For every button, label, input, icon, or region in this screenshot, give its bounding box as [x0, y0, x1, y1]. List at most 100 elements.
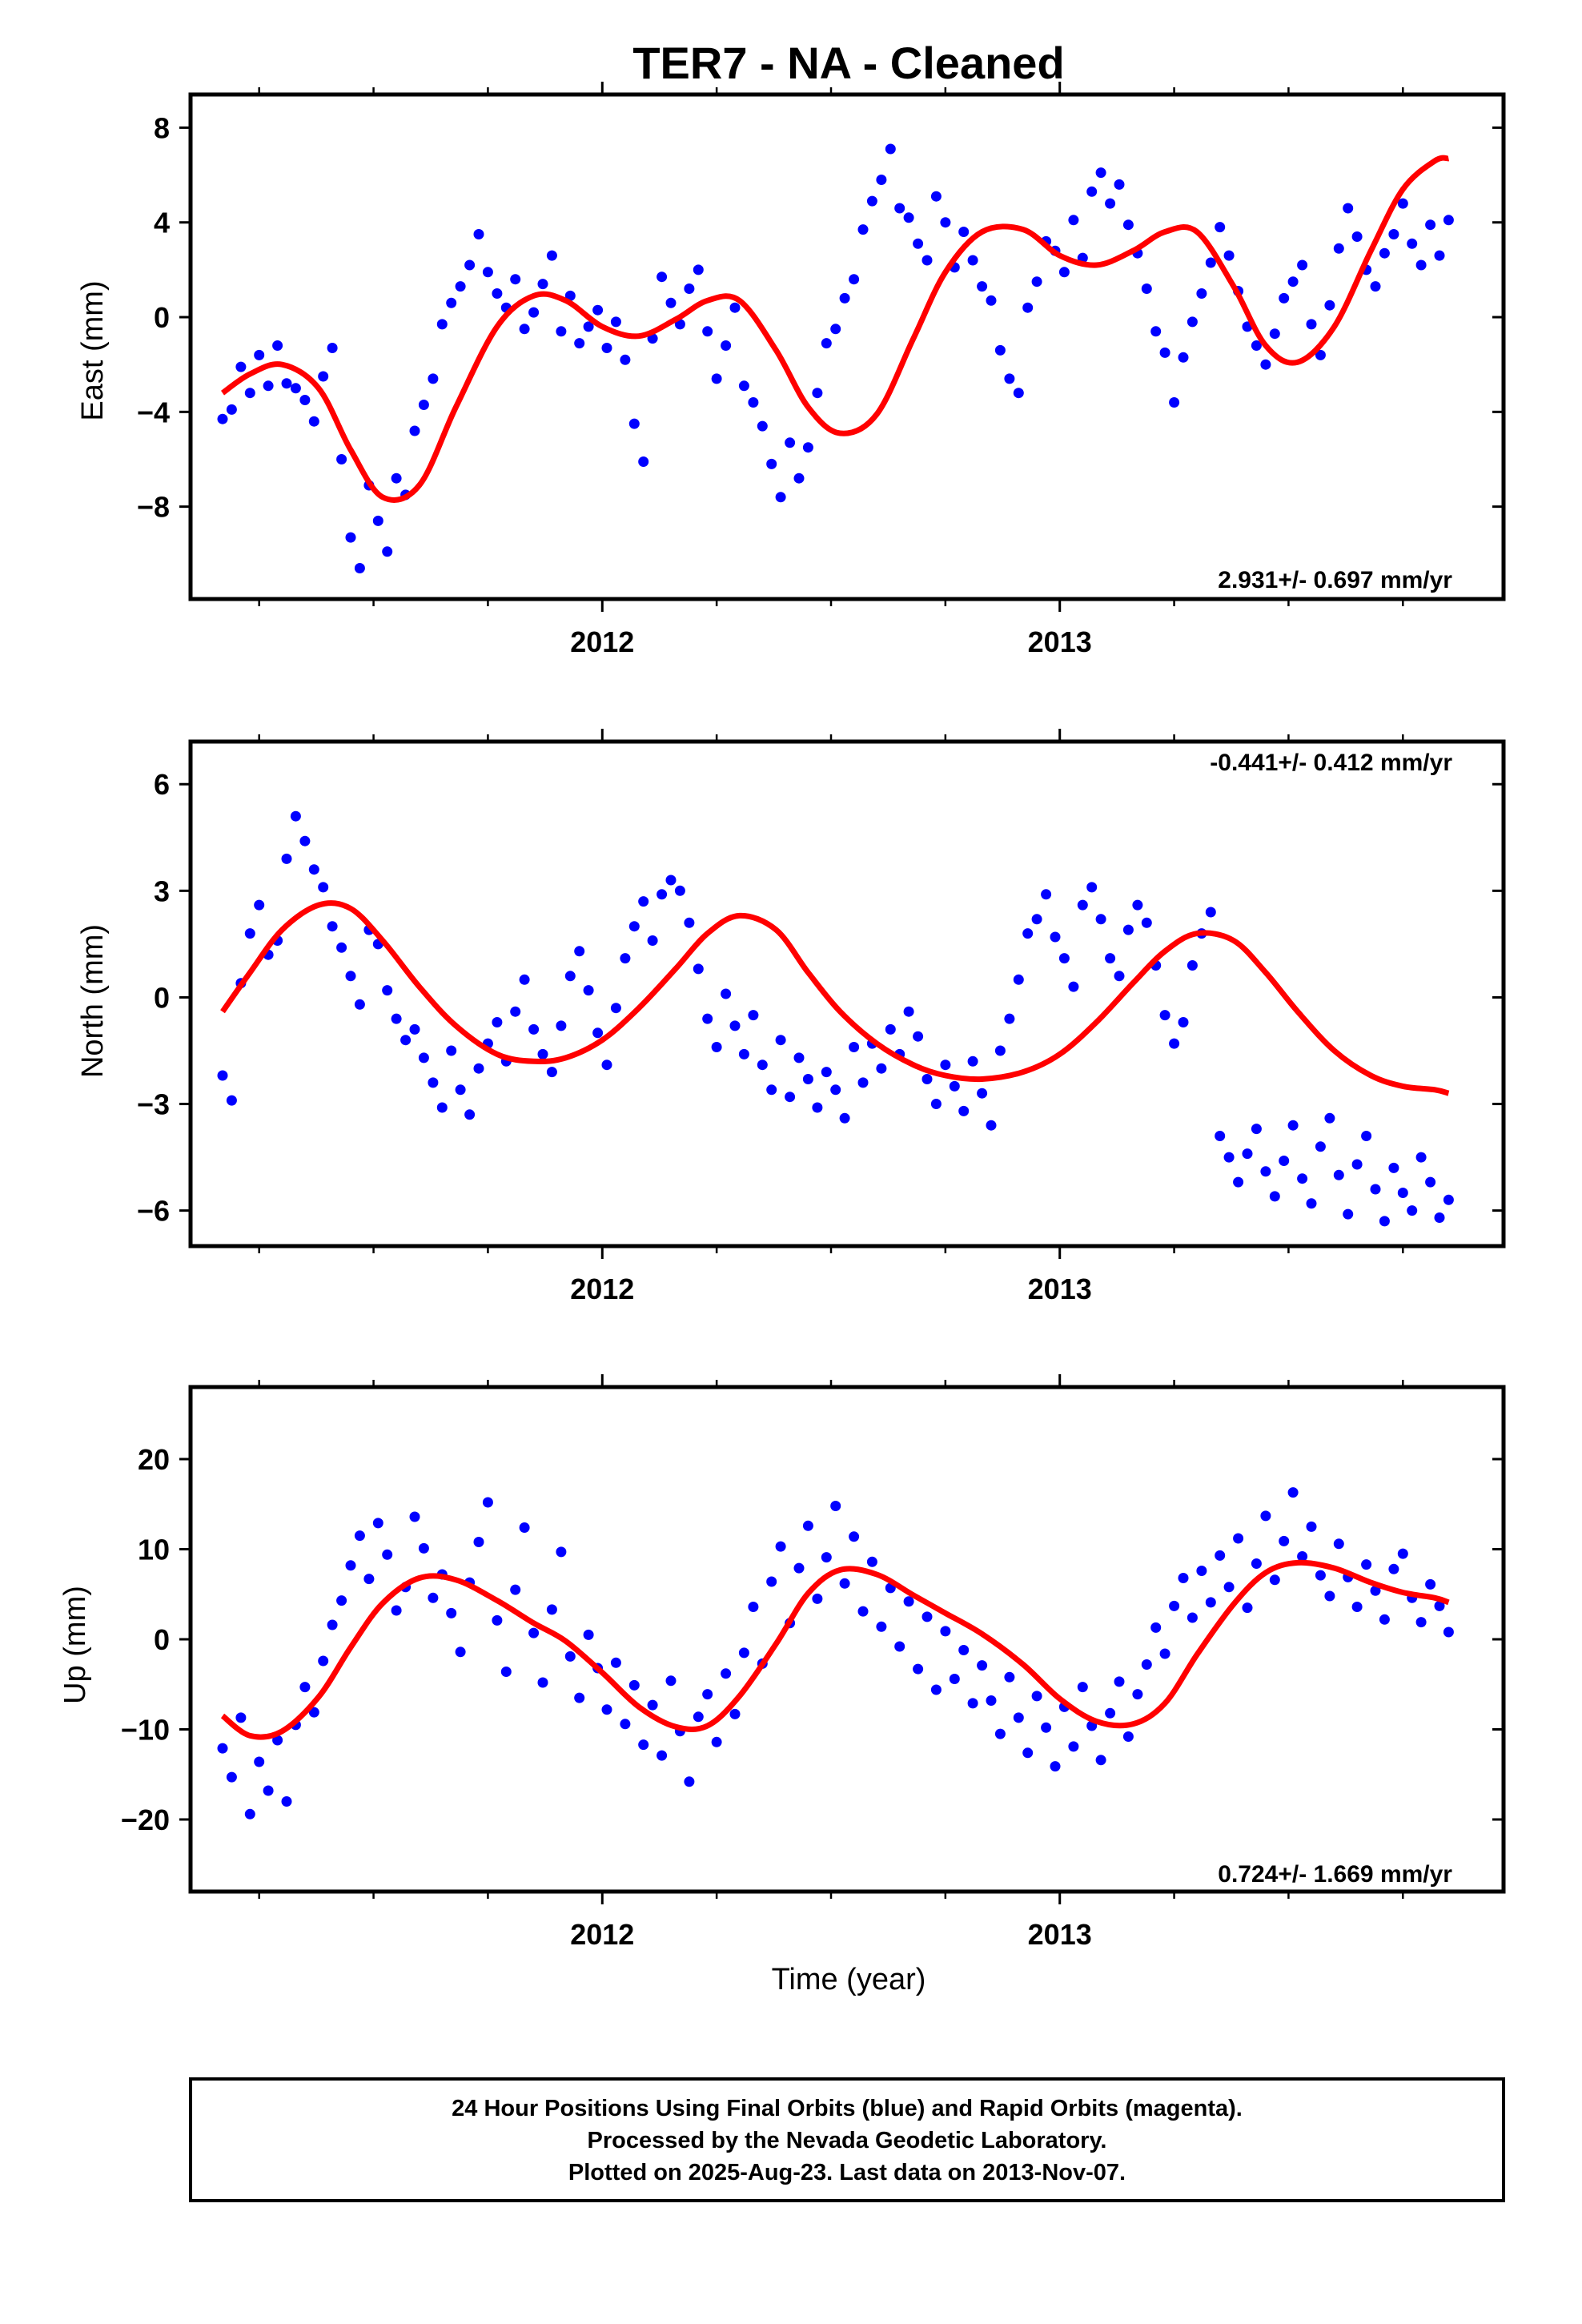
up-data-point [409, 1511, 420, 1522]
east-data-point [757, 420, 768, 432]
north-data-point [409, 1023, 420, 1035]
north-data-point [318, 882, 329, 893]
up-data-point [876, 1621, 887, 1632]
up-data-point [1251, 1558, 1262, 1569]
north-data-point [446, 1045, 457, 1056]
east-data-point [702, 326, 713, 337]
east-data-point [510, 274, 521, 285]
up-data-point [711, 1736, 722, 1747]
north-rate-label: -0.441+/- 0.412 mm/yr [1210, 750, 1452, 776]
up-data-point [1223, 1582, 1235, 1593]
north-data-point [638, 896, 649, 907]
north-data-point [1095, 914, 1106, 925]
east-points [217, 143, 1454, 573]
east-data-point [738, 380, 749, 392]
up-data-point [1196, 1566, 1207, 1576]
north-points [217, 810, 1454, 1227]
up-data-point [1122, 1731, 1134, 1742]
up-data-point [849, 1531, 860, 1542]
up-data-point [702, 1689, 713, 1700]
north-data-point [994, 1045, 1006, 1056]
up-xtick-label: 2012 [570, 1918, 634, 1951]
up-data-point [1397, 1548, 1408, 1559]
up-data-point [1077, 1682, 1088, 1693]
up-data-point [556, 1546, 567, 1558]
up-data-point [254, 1756, 265, 1767]
footer-line-1: 24 Hour Positions Using Final Orbits (bl… [452, 2096, 1243, 2121]
up-data-point [1050, 1761, 1061, 1772]
up-data-point [1186, 1612, 1198, 1623]
chart-title: TER7 - NA - Cleaned [632, 38, 1064, 88]
north-data-point [1205, 907, 1216, 918]
north-data-point [775, 1035, 786, 1046]
up-data-point [766, 1576, 777, 1587]
east-data-point [1315, 349, 1326, 360]
up-data-point [299, 1682, 311, 1693]
north-data-point [217, 1070, 228, 1081]
up-data-point [473, 1537, 484, 1547]
north-data-point [830, 1084, 841, 1096]
up-data-point [839, 1578, 850, 1589]
north-data-point [1324, 1112, 1335, 1124]
north-data-point [1434, 1212, 1445, 1223]
up-data-point [546, 1604, 557, 1615]
east-data-point [418, 400, 429, 410]
east-data-point [574, 338, 585, 349]
east-data-point [1343, 203, 1354, 214]
footer-frame [189, 2077, 1505, 2202]
north-data-point [674, 885, 685, 896]
north-data-point [345, 971, 356, 982]
north-data-point [656, 889, 668, 900]
north-data-point [1269, 1191, 1280, 1202]
east-data-point [721, 340, 732, 351]
north-data-point [1077, 899, 1088, 911]
up-data-point [528, 1627, 540, 1638]
north-data-point [1287, 1120, 1299, 1131]
up-data-point [738, 1647, 749, 1659]
north-data-point [930, 1099, 942, 1109]
up-data-point [327, 1619, 338, 1630]
north-data-point [428, 1077, 439, 1088]
north-data-point [1013, 974, 1024, 985]
north-data-point [254, 899, 265, 911]
east-data-point [428, 373, 439, 384]
east-xtick-label: 2012 [570, 625, 634, 658]
east-data-point [254, 349, 265, 360]
up-data-point [1361, 1559, 1372, 1570]
east-data-point [903, 212, 914, 223]
up-data-point [821, 1552, 832, 1563]
east-data-point [1287, 276, 1299, 287]
up-data-point [857, 1606, 869, 1617]
up-data-point [721, 1668, 732, 1679]
east-data-point [290, 383, 301, 394]
east-data-point [1370, 281, 1381, 292]
east-xtick-label: 2013 [1028, 625, 1092, 658]
footer-box: 24 Hour Positions Using Final Orbits (bl… [189, 2077, 1505, 2202]
up-panel: Up (mm) 0.724+/- 1.669 mm/yr 20 10 0 −10 −20… [58, 1374, 1506, 1951]
up-data-point [894, 1641, 905, 1652]
east-data-point [1333, 243, 1344, 254]
east-ylabel: East (mm) [76, 280, 110, 420]
up-data-point [903, 1596, 914, 1607]
north-data-point [537, 1048, 548, 1059]
east-data-point [1114, 179, 1125, 190]
up-data-point [336, 1595, 347, 1606]
up-data-point [1351, 1602, 1363, 1612]
north-data-point [693, 963, 704, 975]
north-data-point [1279, 1156, 1290, 1166]
north-data-point [921, 1074, 933, 1084]
up-data-point [601, 1704, 612, 1715]
east-data-point [235, 361, 247, 372]
north-ylabel: North (mm) [76, 924, 110, 1078]
north-ytick-label: 3 [154, 875, 170, 907]
up-data-point [1379, 1614, 1390, 1625]
east-data-point [830, 324, 841, 335]
north-data-point [1050, 931, 1061, 943]
east-data-point [519, 324, 530, 335]
up-data-point [1306, 1521, 1317, 1532]
north-data-point [757, 1059, 768, 1071]
up-data-point [281, 1796, 292, 1807]
up-data-point [564, 1651, 576, 1662]
up-data-point [1388, 1563, 1399, 1574]
up-fit-curve [220, 1559, 1450, 1740]
